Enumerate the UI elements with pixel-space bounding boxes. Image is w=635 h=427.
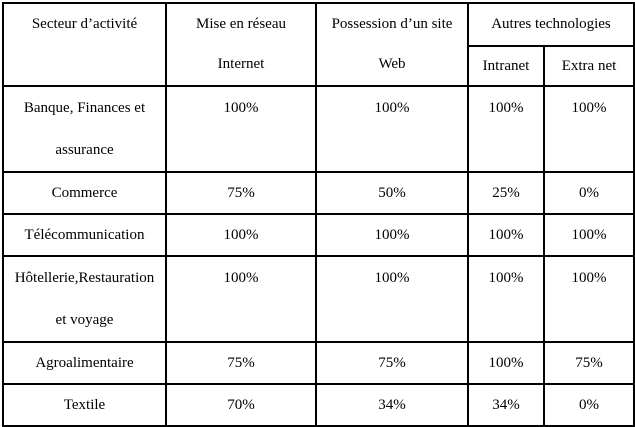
table-row-banque: Banque, Finances et assurance 100% 100% … bbox=[2, 85, 635, 173]
cell-internet: 70% bbox=[165, 383, 317, 427]
table-row-hotellerie: Hôtellerie,Restauration et voyage 100% 1… bbox=[2, 255, 635, 343]
cell-secteur-line2: assurance bbox=[55, 142, 114, 158]
cell-internet: 75% bbox=[165, 341, 317, 385]
header-internet-line1: Mise en réseau bbox=[196, 16, 286, 32]
cell-web: 75% bbox=[315, 341, 469, 385]
header-row-top: Secteur d’activité Mise en réseau Intern… bbox=[2, 2, 635, 87]
cell-secteur-line1: Hôtellerie,Restauration bbox=[14, 270, 155, 286]
cell-web: 100% bbox=[315, 255, 469, 343]
cell-secteur: Commerce bbox=[2, 171, 167, 215]
cell-internet: 75% bbox=[165, 171, 317, 215]
table-row-agroalimentaire: Agroalimentaire 75% 75% 100% 75% bbox=[2, 341, 635, 385]
cell-secteur: Banque, Finances et assurance bbox=[2, 85, 167, 173]
cell-internet: 100% bbox=[165, 85, 317, 173]
header-secteur: Secteur d’activité bbox=[2, 2, 167, 87]
cell-secteur: Textile bbox=[2, 383, 167, 427]
cell-intranet: 100% bbox=[467, 341, 545, 385]
header-intranet: Intranet bbox=[467, 45, 545, 87]
cell-web: 34% bbox=[315, 383, 469, 427]
cell-secteur: Télécommunication bbox=[2, 213, 167, 257]
cell-extranet: 100% bbox=[543, 213, 635, 257]
header-site-web: Possession d’un site Web bbox=[315, 2, 469, 87]
table-body: Banque, Finances et assurance 100% 100% … bbox=[2, 85, 635, 427]
cell-intranet: 25% bbox=[467, 171, 545, 215]
cell-extranet: 75% bbox=[543, 341, 635, 385]
header-site-web-line1: Possession d’un site bbox=[331, 16, 453, 32]
header-internet-line2: Internet bbox=[217, 56, 265, 72]
cell-secteur-line1: Agroalimentaire bbox=[35, 355, 134, 371]
cell-web: 100% bbox=[315, 85, 469, 173]
header-extranet: Extra net bbox=[543, 45, 635, 87]
header-autres-technologies: Autres technologies bbox=[467, 2, 635, 47]
cell-web: 50% bbox=[315, 171, 469, 215]
table-header: Secteur d’activité Mise en réseau Intern… bbox=[2, 2, 635, 87]
table-row-commerce: Commerce 75% 50% 25% 0% bbox=[2, 171, 635, 215]
header-secteur-label: Secteur d’activité bbox=[31, 16, 138, 32]
cell-web: 100% bbox=[315, 213, 469, 257]
cell-internet: 100% bbox=[165, 255, 317, 343]
cell-intranet: 100% bbox=[467, 85, 545, 173]
cell-extranet: 0% bbox=[543, 383, 635, 427]
cell-secteur: Agroalimentaire bbox=[2, 341, 167, 385]
cell-internet: 100% bbox=[165, 213, 317, 257]
table-row-telecommunication: Télécommunication 100% 100% 100% 100% bbox=[2, 213, 635, 257]
cell-secteur-line2: et voyage bbox=[55, 312, 114, 328]
cell-intranet: 34% bbox=[467, 383, 545, 427]
cell-secteur-line1: Textile bbox=[63, 397, 106, 413]
cell-secteur: Hôtellerie,Restauration et voyage bbox=[2, 255, 167, 343]
cell-intranet: 100% bbox=[467, 213, 545, 257]
cell-secteur-line1: Banque, Finances et bbox=[23, 100, 146, 116]
header-row-sub: Intranet Extra net bbox=[3, 45, 635, 87]
table-row-textile: Textile 70% 34% 34% 0% bbox=[2, 383, 635, 427]
cell-secteur-line1: Télécommunication bbox=[24, 227, 145, 243]
cell-intranet: 100% bbox=[467, 255, 545, 343]
cell-secteur-line1: Commerce bbox=[51, 185, 118, 201]
cell-extranet: 100% bbox=[543, 85, 635, 173]
cell-extranet: 0% bbox=[543, 171, 635, 215]
cell-extranet: 100% bbox=[543, 255, 635, 343]
header-site-web-line2: Web bbox=[378, 56, 406, 72]
header-internet: Mise en réseau Internet bbox=[165, 2, 317, 87]
